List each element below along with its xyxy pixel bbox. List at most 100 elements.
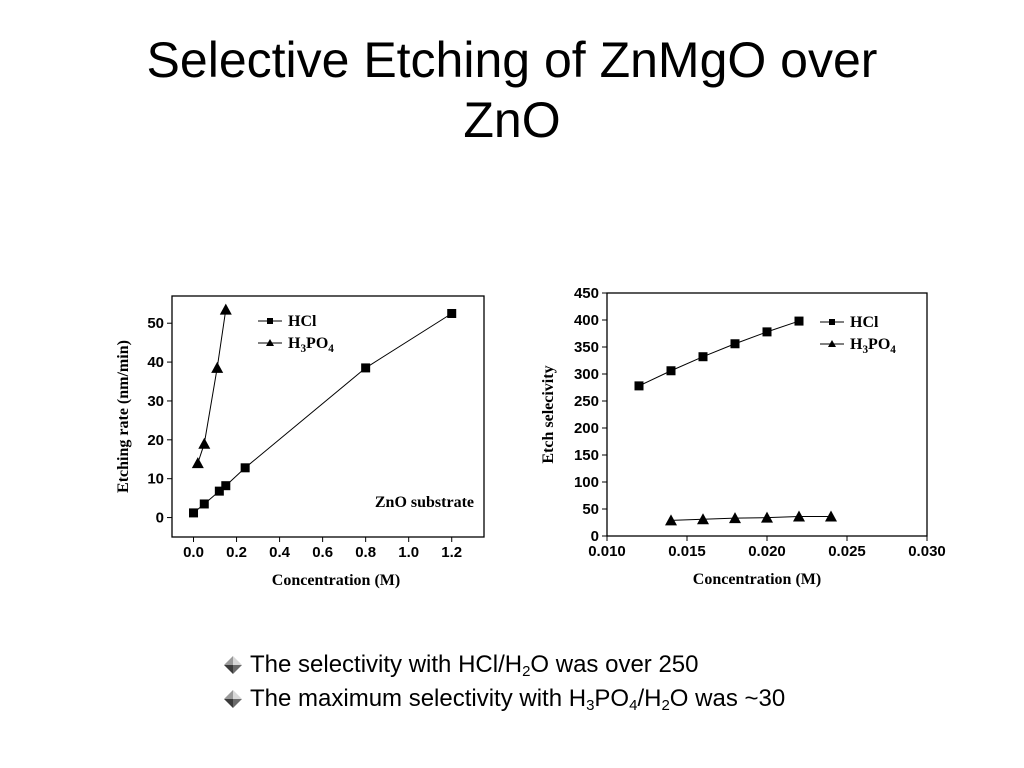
- y-axis-label: Etching rate (nm/min): [115, 340, 132, 493]
- y-tick-label: 300: [574, 366, 599, 383]
- data-point: [634, 381, 644, 391]
- subscript: 3: [300, 343, 306, 355]
- x-tick-label: 1.0: [398, 544, 419, 561]
- x-tick-label: 0.0: [183, 544, 204, 561]
- text-segment: The selectivity with HCl/H: [250, 651, 523, 678]
- data-point: [730, 339, 740, 349]
- data-point: [361, 363, 371, 373]
- text-segment: The maximum selectivity with H: [250, 685, 587, 712]
- subscript: 4: [629, 697, 638, 714]
- chart-annotation: ZnO substrate: [375, 494, 474, 511]
- x-tick-label: 0.010: [588, 543, 626, 560]
- data-point: [199, 499, 209, 509]
- y-tick-label: 30: [147, 393, 164, 410]
- x-tick-label: 0.4: [269, 544, 291, 561]
- x-tick-label: 0.2: [226, 544, 247, 561]
- legend-marker: [828, 340, 836, 347]
- diamond-bullet-icon: [224, 690, 242, 708]
- bullet-item: The maximum selectivity with H3PO4/H2O w…: [222, 682, 785, 716]
- y-tick-label: 20: [147, 432, 164, 449]
- bullet-text: The selectivity with HCl/H2O was over 25…: [250, 648, 699, 682]
- text-segment: O was over 250: [530, 651, 699, 678]
- y-tick-label: 10: [147, 471, 164, 488]
- x-tick-label: 0.8: [355, 544, 376, 561]
- data-point: [793, 510, 805, 522]
- text-segment: PO: [868, 336, 890, 353]
- text-segment: H: [850, 336, 863, 353]
- x-tick-label: 0.6: [312, 544, 333, 561]
- y-tick-label: 250: [574, 393, 599, 410]
- subscript: 2: [661, 697, 670, 714]
- text-segment: PO: [306, 335, 328, 352]
- data-point: [191, 457, 204, 469]
- slide-title-line1: Selective Etching of ZnMgO over: [146, 32, 878, 88]
- subscript: 2: [522, 663, 531, 680]
- x-tick-label: 1.2: [441, 544, 462, 561]
- data-point: [697, 513, 709, 525]
- legend: HCl H3PO4: [820, 314, 896, 356]
- x-axis-label: Concentration (M): [272, 572, 400, 589]
- legend-label: H3PO4: [850, 336, 896, 356]
- bullet-list: The selectivity with HCl/H2O was over 25…: [222, 648, 785, 716]
- text-segment: O was ~30: [669, 685, 786, 712]
- series-hcl: [634, 316, 804, 391]
- plot-frame: [171, 295, 485, 538]
- y-tick-label: 150: [574, 447, 599, 464]
- legend: HCl H3PO4: [258, 313, 334, 355]
- data-point: [214, 486, 224, 496]
- y-axis-label: Etch selecivity: [540, 365, 557, 463]
- diamond-bullet-icon: [224, 656, 242, 674]
- x-tick-label: 0.015: [668, 543, 706, 560]
- y-tick-label: 50: [582, 501, 599, 518]
- legend-label: HCl: [850, 314, 879, 331]
- data-point: [221, 481, 231, 491]
- subscript: 4: [890, 344, 896, 356]
- bullet-item: The selectivity with HCl/H2O was over 25…: [222, 648, 785, 682]
- legend-marker: [266, 339, 274, 346]
- y-tick-label: 40: [147, 354, 164, 371]
- series-hcl: [189, 308, 457, 518]
- x-tick-label: 0.025: [828, 543, 866, 560]
- legend-marker: [829, 319, 835, 325]
- y-tick-label: 0: [156, 510, 164, 527]
- series-line: [670, 516, 831, 521]
- data-point: [698, 352, 708, 362]
- x-tick-label: 0.020: [748, 543, 786, 560]
- text-segment: /H: [637, 685, 662, 712]
- y-tick-label: 450: [574, 285, 599, 302]
- series-h3po4: [665, 510, 837, 526]
- series-line: [638, 320, 800, 387]
- legend-marker: [267, 318, 273, 324]
- data-point: [219, 303, 232, 315]
- data-point: [729, 512, 741, 524]
- data-point: [762, 327, 772, 337]
- data-point: [666, 366, 676, 376]
- data-point: [761, 511, 773, 523]
- data-point: [240, 463, 250, 473]
- legend-label: HCl: [288, 313, 317, 330]
- data-point: [189, 508, 199, 518]
- data-point: [825, 510, 837, 522]
- y-tick-label: 200: [574, 420, 599, 437]
- etching-rate-chart: 0.0 0.2 0.4 0.6 0.8 1.0 1.2 0 10 20 30 40 50 Concentr…: [115, 295, 485, 589]
- y-tick-label: 350: [574, 339, 599, 356]
- x-tick-label: 0.030: [908, 543, 946, 560]
- y-tick-label: 0: [591, 528, 599, 545]
- text-segment: PO: [594, 685, 630, 712]
- series-h3po4: [191, 303, 232, 469]
- x-axis-label: Concentration (M): [693, 571, 821, 588]
- data-point: [211, 361, 224, 373]
- bullet-text: The maximum selectivity with H3PO4/H2O w…: [250, 682, 785, 716]
- subscript: 3: [862, 344, 868, 356]
- slide-title: Selective Etching of ZnMgO over ZnO: [0, 30, 1024, 150]
- etch-selectivity-chart: 0.010 0.015 0.020 0.025 0.030 0 50 100 150 200 250…: [540, 285, 946, 588]
- subscript: 3: [586, 697, 595, 714]
- y-tick-label: 400: [574, 312, 599, 329]
- data-point: [447, 308, 457, 318]
- y-tick-label: 100: [574, 474, 599, 491]
- text-segment: H: [288, 335, 301, 352]
- subscript: 4: [328, 343, 334, 355]
- slide-title-line2: ZnO: [463, 92, 561, 148]
- series-line: [197, 309, 227, 464]
- y-tick-label: 50: [147, 315, 164, 332]
